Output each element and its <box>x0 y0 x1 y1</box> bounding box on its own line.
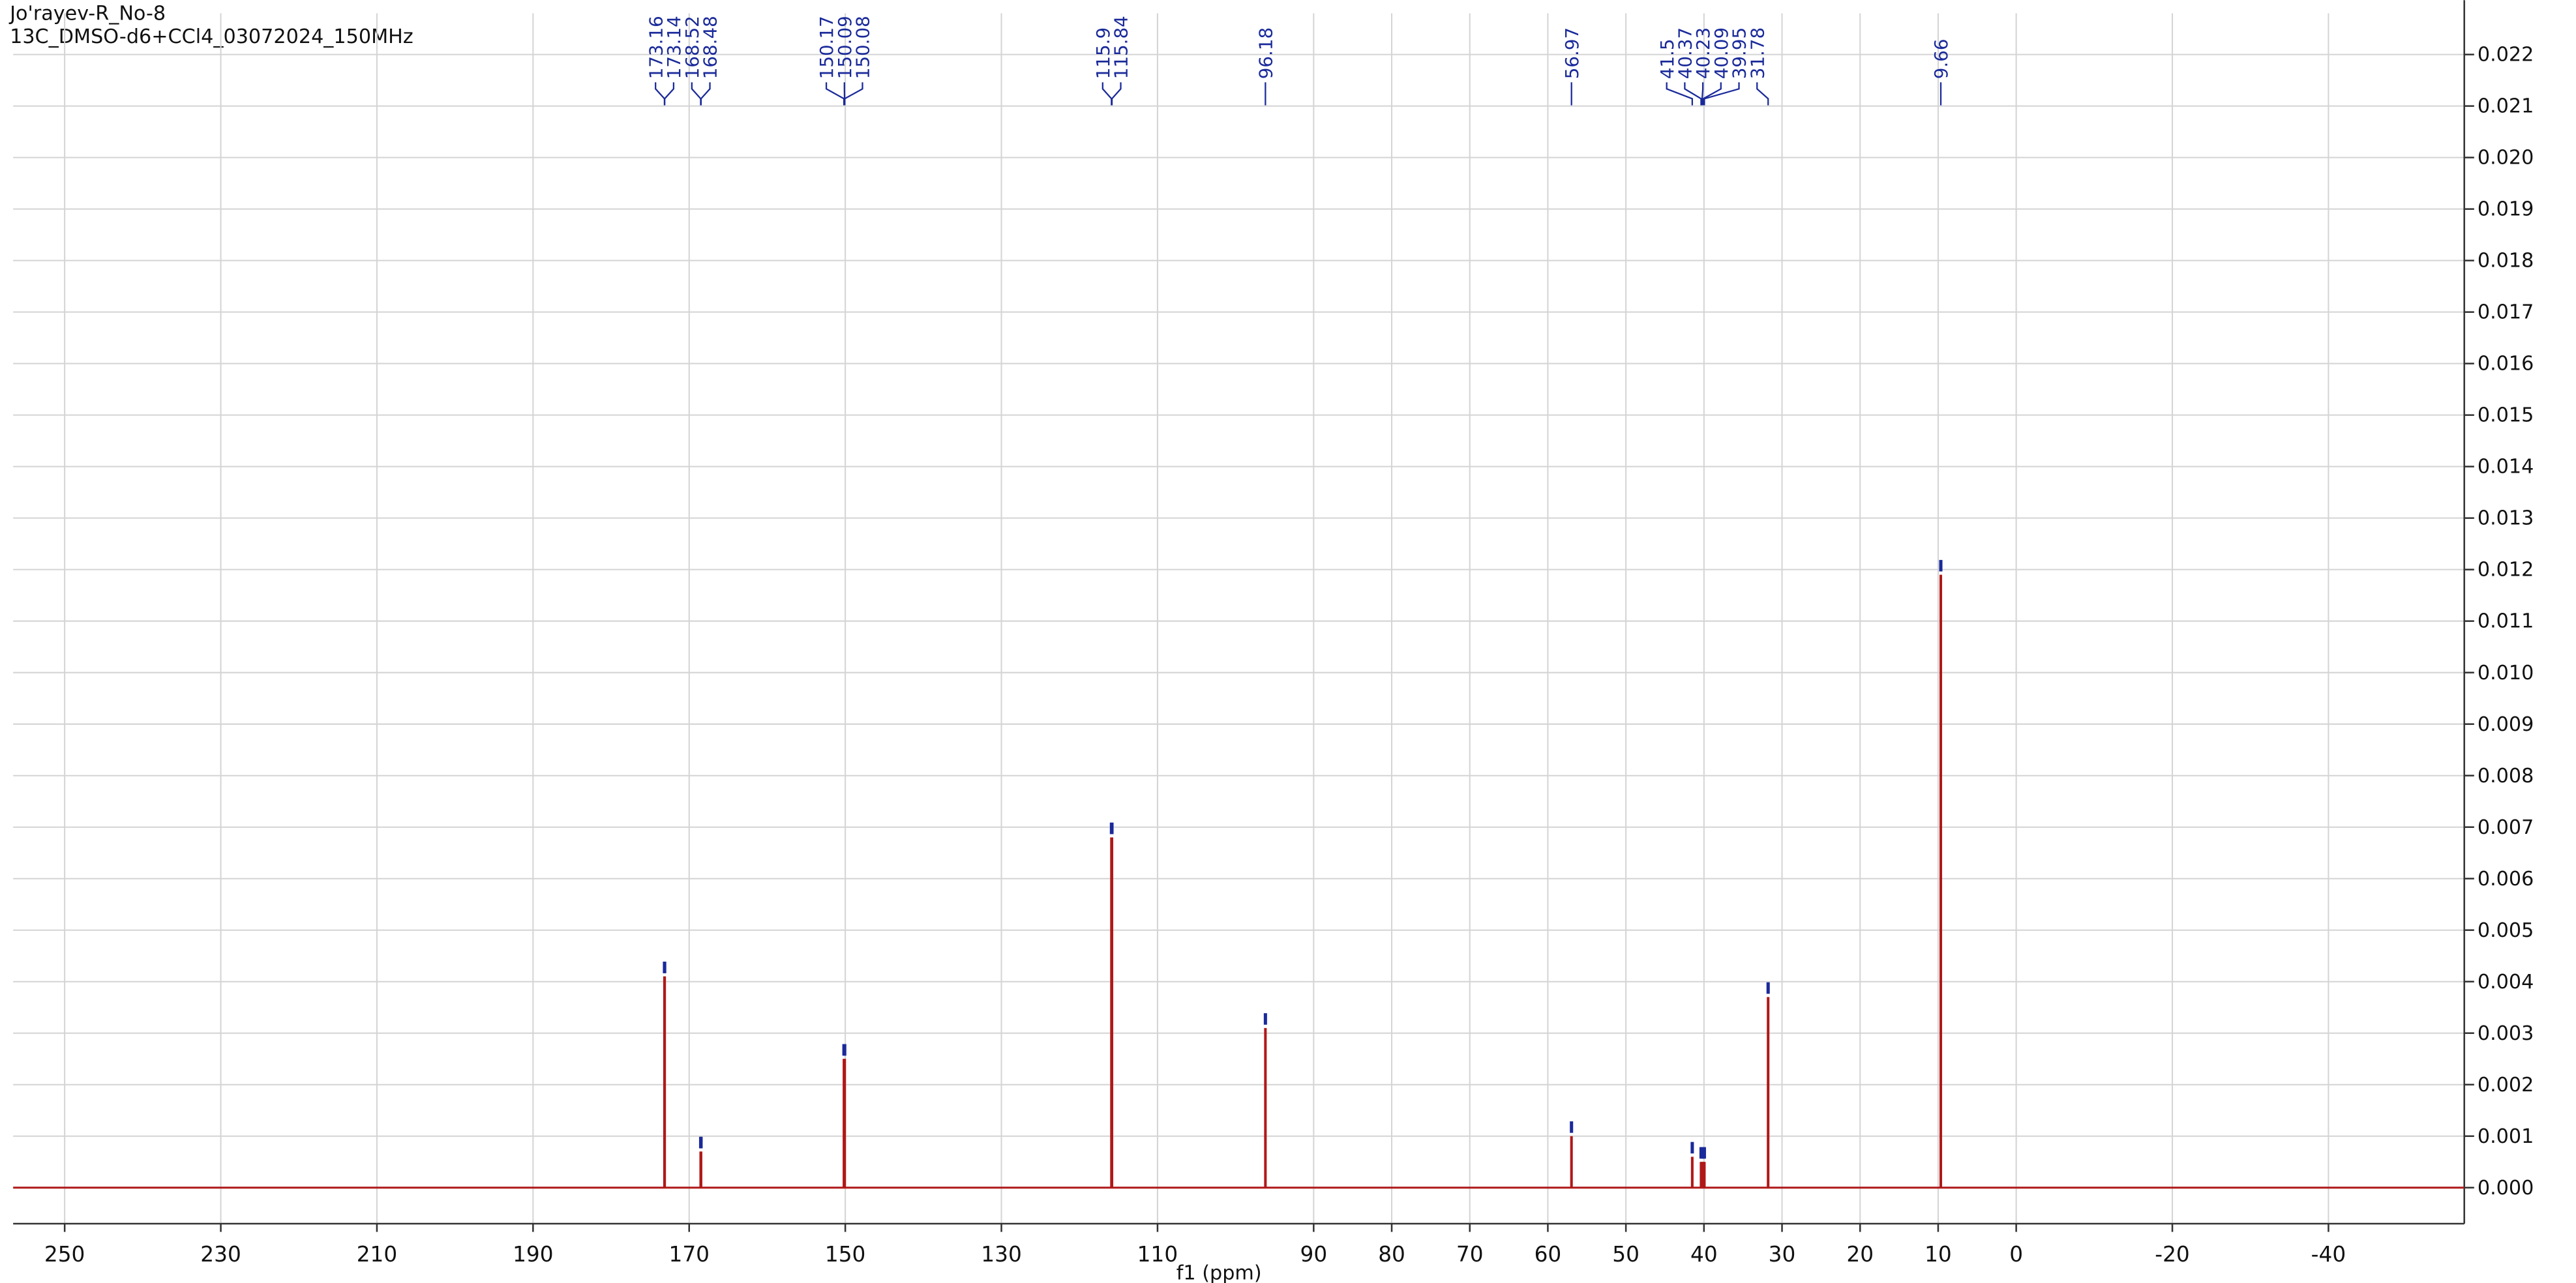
x-tick-label: 110 <box>1137 1242 1178 1267</box>
peak-label: 96.18 <box>1255 27 1276 79</box>
y-tick-label: 0.008 <box>2478 765 2534 788</box>
y-tick-label: 0.011 <box>2478 610 2534 633</box>
peak-label: 168.52 <box>681 16 703 79</box>
y-tick-label: 0.012 <box>2478 559 2534 582</box>
peak-marker <box>1570 1121 1574 1133</box>
y-tick-label: 0.015 <box>2478 404 2534 427</box>
x-tick-label: 230 <box>200 1242 241 1267</box>
y-tick-label: 0.016 <box>2478 353 2534 376</box>
x-tick-label: 130 <box>981 1242 1021 1267</box>
y-tick-label: 0.022 <box>2478 44 2534 66</box>
chart-subtitle: 13C_DMSO-d6+CCl4_03072024_150MHz <box>10 25 413 48</box>
x-tick-label: 150 <box>825 1242 865 1267</box>
peak-marker <box>1939 559 1943 572</box>
x-tick-label: -40 <box>2311 1242 2346 1267</box>
peak-connector <box>1702 82 1722 106</box>
y-tick-label: 0.001 <box>2478 1125 2534 1148</box>
peak-label: 56.97 <box>1561 27 1583 79</box>
peak-marker <box>843 1044 846 1056</box>
peak-label: 173.14 <box>663 16 685 79</box>
x-tick-label: -20 <box>2155 1242 2189 1267</box>
y-tick-label: 0.017 <box>2478 301 2534 324</box>
y-tick-label: 0.018 <box>2478 250 2534 273</box>
peak-label: 39.95 <box>1729 27 1750 79</box>
y-tick-label: 0.000 <box>2478 1177 2534 1200</box>
peak-connector <box>700 82 711 106</box>
peak-label: 150.17 <box>816 16 837 79</box>
peak-marker <box>1766 982 1770 994</box>
peak-connector <box>664 82 675 106</box>
x-tick-label: 10 <box>1925 1242 1952 1267</box>
y-tick-label: 0.019 <box>2478 198 2534 221</box>
peak-connector <box>1666 82 1694 106</box>
peak-label: 115.9 <box>1092 27 1114 79</box>
peak-label: 9.66 <box>1930 39 1952 80</box>
x-tick-label: 70 <box>1456 1242 1484 1267</box>
peak-label: 168.48 <box>700 16 721 79</box>
y-tick-label: 0.014 <box>2478 456 2534 479</box>
x-tick-label: 30 <box>1769 1242 1796 1267</box>
y-tick-label: 0.002 <box>2478 1074 2534 1097</box>
y-tick-label: 0.004 <box>2478 971 2534 994</box>
peak-label: 41.5 <box>1656 39 1678 80</box>
y-tick-label: 0.007 <box>2478 816 2534 839</box>
y-tick-label: 0.013 <box>2478 507 2534 530</box>
y-tick-label: 0.006 <box>2478 868 2534 891</box>
peak-marker <box>1263 1013 1267 1025</box>
chart-title: Jo'rayev-R_No-8 <box>8 3 166 25</box>
peak-marker <box>1702 1147 1706 1159</box>
x-tick-label: 250 <box>44 1242 85 1267</box>
peak-connector <box>1703 82 1740 106</box>
x-tick-label: 190 <box>513 1242 553 1267</box>
peak-label: 150.08 <box>852 16 874 79</box>
peak-label: 40.37 <box>1674 27 1696 79</box>
x-tick-label: 80 <box>1378 1242 1405 1267</box>
peak-connector <box>1701 82 1704 106</box>
peak-connector <box>1756 82 1769 106</box>
x-tick-label: 20 <box>1846 1242 1874 1267</box>
peak-connector <box>1111 82 1122 106</box>
x-tick-label: 40 <box>1690 1242 1718 1267</box>
peak-marker <box>1690 1142 1694 1154</box>
x-tick-label: 50 <box>1612 1242 1640 1267</box>
y-tick-label: 0.021 <box>2478 95 2534 118</box>
peak-label: 40.09 <box>1711 27 1732 79</box>
y-tick-label: 0.010 <box>2478 662 2534 685</box>
peak-connector <box>1684 82 1702 106</box>
x-tick-label: 90 <box>1300 1242 1328 1267</box>
peak-label: 115.84 <box>1111 16 1132 79</box>
y-tick-label: 0.009 <box>2478 713 2534 736</box>
peak-connector <box>844 82 863 106</box>
x-tick-label: 170 <box>669 1242 710 1267</box>
peak-label: 40.23 <box>1692 27 1714 79</box>
peak-marker <box>663 962 666 973</box>
x-tick-label: 0 <box>2009 1242 2023 1267</box>
peak-label: 31.78 <box>1746 27 1768 79</box>
peak-label: 150.09 <box>834 16 856 79</box>
y-tick-label: 0.020 <box>2478 147 2534 170</box>
peak-marker <box>1110 822 1114 834</box>
peak-label: 173.16 <box>645 16 666 79</box>
x-axis-label: f1 (ppm) <box>1176 1262 1262 1283</box>
x-tick-label: 210 <box>357 1242 397 1267</box>
y-tick-label: 0.003 <box>2478 1022 2534 1045</box>
x-tick-label: 60 <box>1535 1242 1562 1267</box>
peak-marker <box>699 1136 703 1149</box>
y-tick-label: 0.005 <box>2478 919 2534 942</box>
